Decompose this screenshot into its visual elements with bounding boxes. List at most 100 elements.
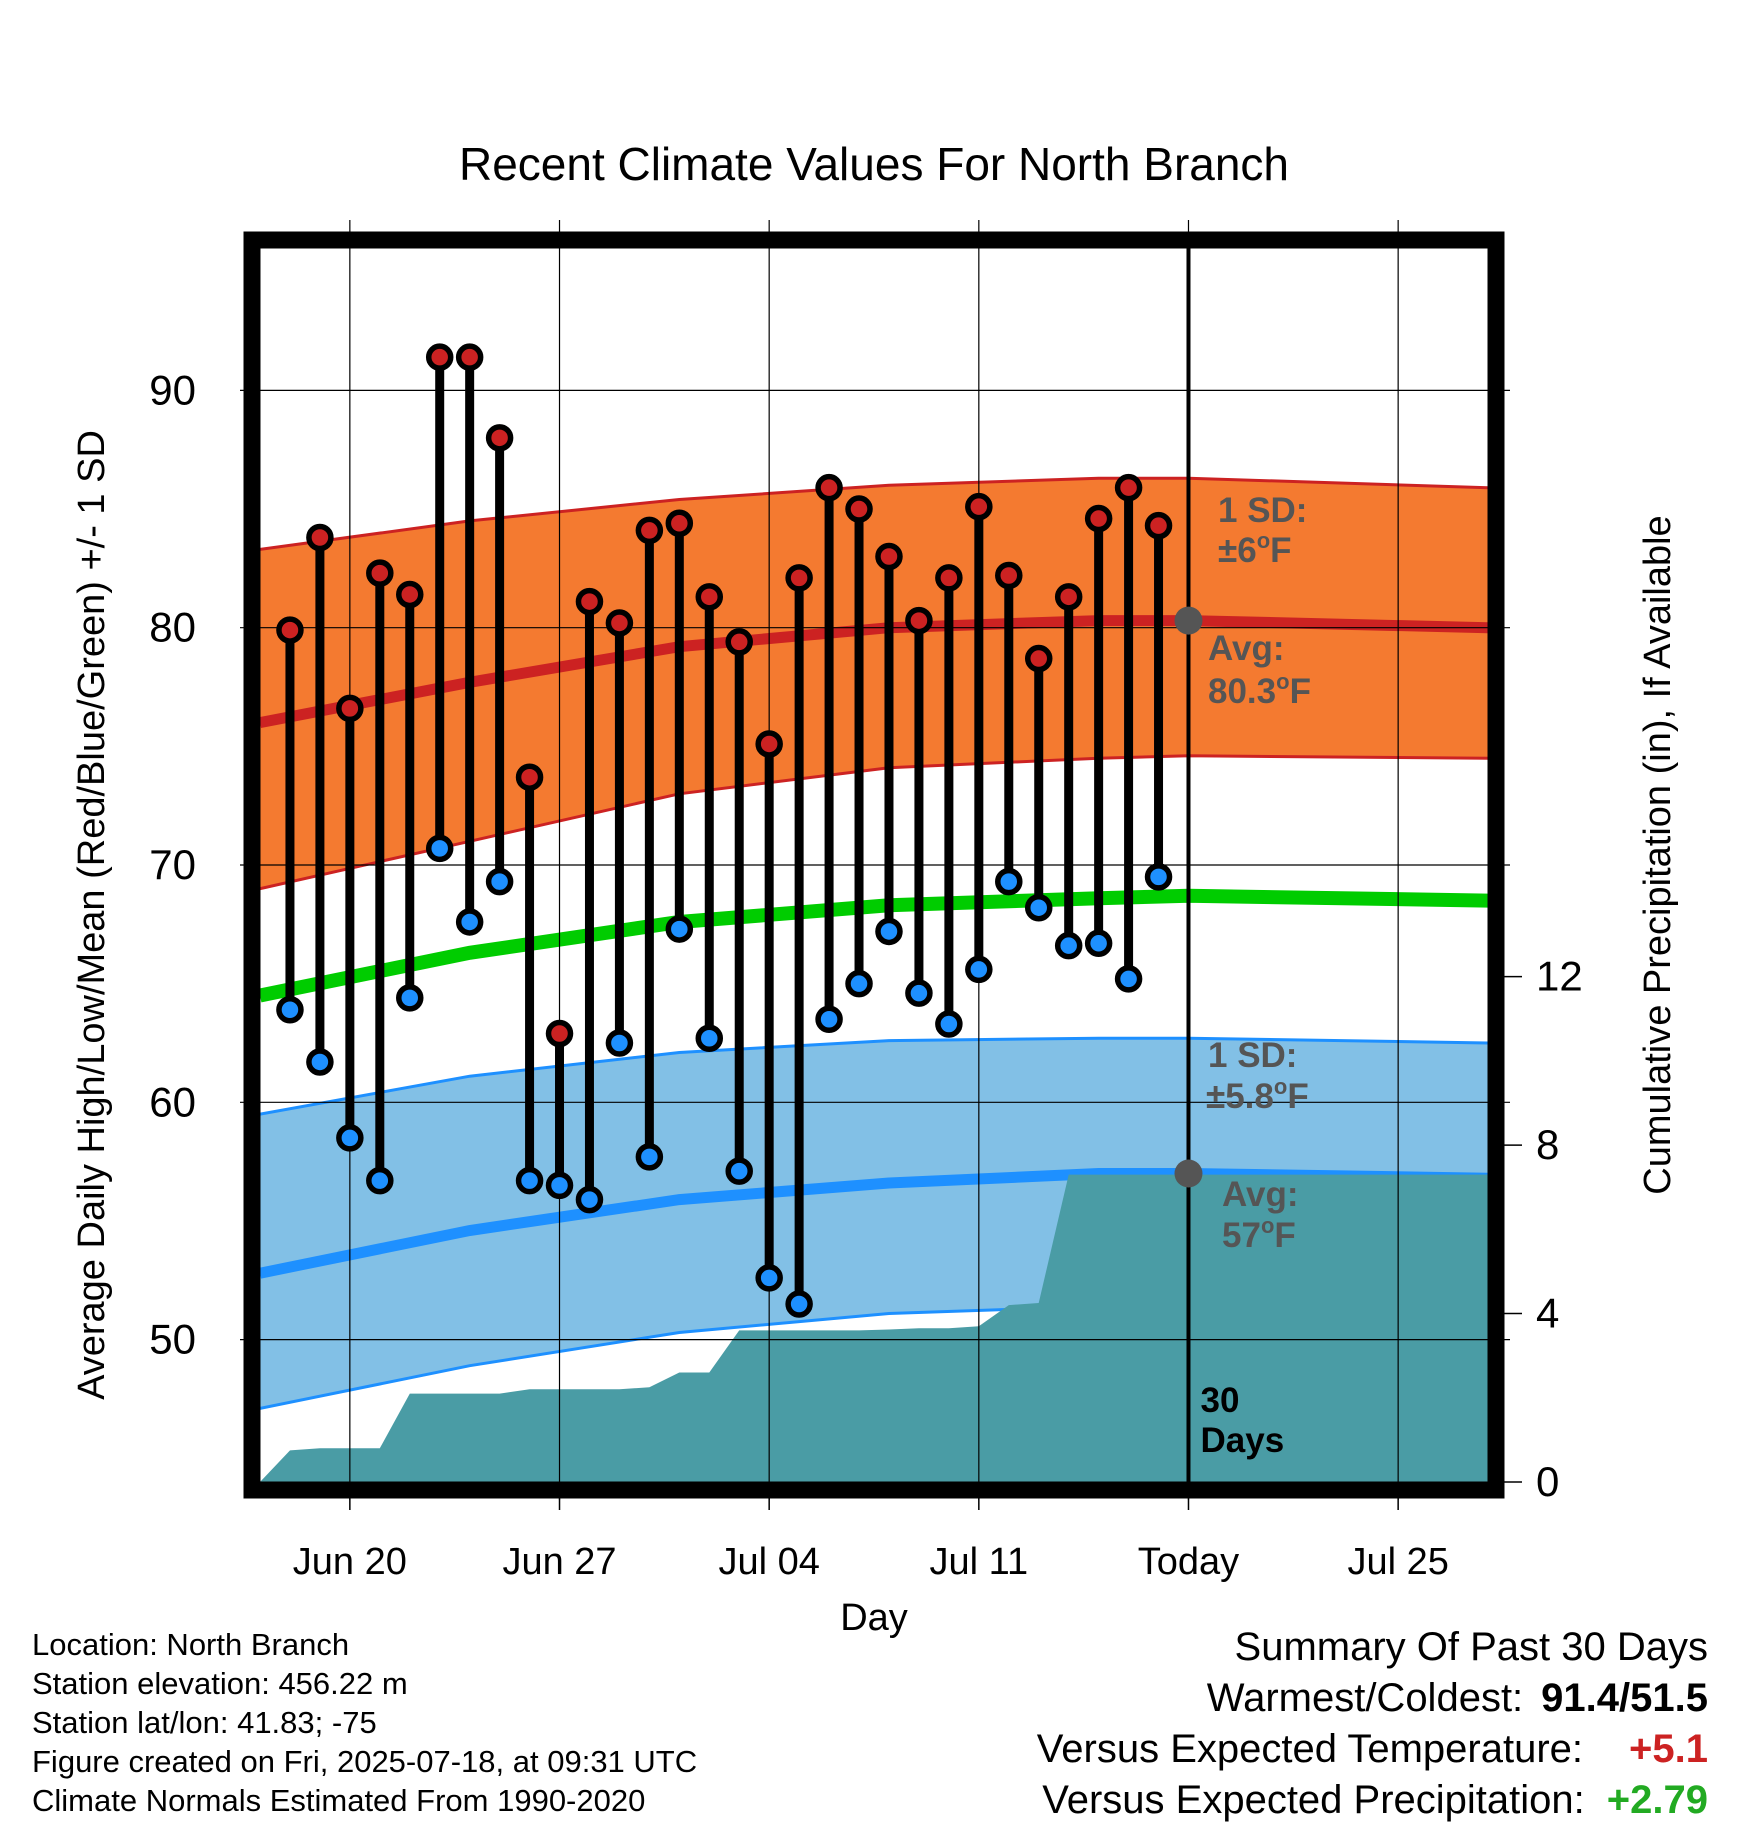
y-axis-label: Average Daily High/Low/Mean (Red/Blue/Gr… (71, 430, 113, 1400)
daily-low-point (905, 979, 933, 1007)
x-tick-label: Jul 11 (930, 1541, 1029, 1583)
daily-low-point (695, 1024, 724, 1052)
daily-high-point (306, 523, 334, 552)
low-sd-value: ±5.8oF (1206, 1074, 1309, 1116)
daily-low-point (545, 1171, 574, 1200)
low-sd-label: 1 SD: (1208, 1036, 1297, 1075)
created-text: Figure created on Fri, 2025-07-18, at 09… (32, 1744, 698, 1779)
warm-cold-label: Warmest/Coldest: (1206, 1676, 1524, 1720)
daily-high-point (755, 730, 783, 758)
x-tick-label: Jun 20 (293, 1541, 407, 1583)
daily-low-point (1144, 863, 1173, 891)
plot-area (260, 476, 1488, 1482)
daily-high-point (336, 694, 364, 723)
daily-high-point (396, 580, 424, 609)
daily-high-point (1114, 473, 1143, 502)
daily-low-point (1024, 893, 1053, 922)
daily-low-point (336, 1124, 364, 1152)
y2-tick-label: 8 (1536, 1121, 1559, 1168)
daily-high-point (725, 628, 753, 656)
daily-low-point (1054, 931, 1083, 960)
daily-low-point (635, 1143, 664, 1171)
low-avg-value: 57oF (1222, 1213, 1296, 1255)
daily-low-point (875, 917, 903, 946)
high-avg-label: Avg: (1208, 629, 1284, 668)
daily-high-point (485, 424, 514, 452)
days-count-label: 30 (1200, 1381, 1239, 1420)
daily-high-point (1054, 583, 1083, 611)
y2-tick-label: 12 (1536, 953, 1583, 1000)
daily-high-point (995, 561, 1023, 590)
high-avg-marker (1174, 606, 1203, 635)
daily-high-point (1144, 511, 1173, 540)
daily-low-point (935, 1010, 963, 1038)
summary-title: Summary Of Past 30 Days (1234, 1625, 1708, 1669)
daily-low-point (485, 867, 514, 896)
elevation-text: Station elevation: 456.22 m (32, 1666, 408, 1701)
daily-low-point (725, 1157, 753, 1185)
y-tick-label: 60 (149, 1078, 196, 1125)
daily-low-point (425, 834, 454, 863)
low-sd-band (260, 1038, 1488, 1409)
y-tick-label: 50 (149, 1316, 196, 1363)
daily-low-point (366, 1166, 394, 1195)
daily-high-point (425, 343, 454, 371)
x-axis-label: Day (840, 1597, 908, 1639)
daily-high-point (845, 495, 873, 523)
daily-high-point (575, 587, 604, 616)
daily-low-point (845, 969, 873, 998)
daily-high-point (665, 509, 694, 538)
daily-low-point (575, 1185, 604, 1214)
daily-low-point (755, 1264, 783, 1292)
daily-high-point (455, 343, 484, 371)
daily-low-point (306, 1048, 334, 1076)
daily-high-point (515, 763, 544, 791)
daily-low-point (455, 908, 484, 936)
mean-line (260, 888, 1488, 1003)
high-avg-value: 80.3oF (1208, 669, 1311, 711)
daily-high-point (695, 583, 724, 611)
warm-cold-value: 91.4/51.5 (1541, 1676, 1708, 1720)
daily-high-point (366, 559, 394, 587)
chart-title: Recent Climate Values For North Branch (459, 138, 1289, 190)
daily-low-point (965, 955, 993, 984)
daily-low-point (396, 984, 424, 1012)
y-tick-label: 70 (149, 841, 196, 888)
daily-high-point (785, 564, 813, 592)
x-tick-label: Jul 25 (1347, 1541, 1448, 1583)
daily-high-point (965, 492, 993, 521)
daily-low-point (995, 867, 1023, 896)
daily-low-point (1084, 929, 1113, 958)
daily-high-point (605, 609, 634, 637)
plot-frame (243, 231, 1505, 1499)
daily-high-point (935, 564, 963, 592)
summary-panel: Summary Of Past 30 Days Warmest/Coldest:… (1037, 1622, 1708, 1826)
daily-high-point (276, 616, 304, 644)
high-sd-band (260, 478, 1488, 889)
daily-low-point (815, 1005, 843, 1033)
low-avg-label: Avg: (1222, 1175, 1298, 1214)
high-sd-label: 1 SD: (1218, 491, 1307, 530)
daily-low-point (1114, 965, 1143, 993)
x-tick-label: Jul 04 (718, 1541, 819, 1583)
daily-low-point (276, 996, 304, 1024)
daily-low-point (605, 1029, 634, 1057)
summary-temp-row: Versus Expected Temperature: +5.1 (1037, 1724, 1708, 1775)
low-avg-marker (1174, 1159, 1203, 1188)
y-tick-label: 80 (149, 604, 196, 651)
summary-warm-cold-row: Warmest/Coldest: 91.4/51.5 (1037, 1673, 1708, 1724)
normals-text: Climate Normals Estimated From 1990-2020 (32, 1783, 646, 1818)
precip-label: Versus Expected Precipitation: (1042, 1778, 1585, 1822)
x-tick-label: Jun 27 (502, 1541, 616, 1583)
daily-low-point (665, 915, 694, 943)
x-tick-label: Today (1138, 1541, 1239, 1583)
daily-high-point (635, 516, 664, 545)
temp-label: Versus Expected Temperature: (1036, 1727, 1584, 1771)
high-sd-value: ±6oF (1218, 528, 1292, 570)
daily-low-point (515, 1166, 544, 1195)
daily-low-point (785, 1290, 813, 1318)
y2-tick-label: 4 (1536, 1290, 1559, 1337)
summary-precip-row: Versus Expected Precipitation: +2.79 (1037, 1775, 1708, 1826)
daily-high-point (1024, 644, 1053, 673)
